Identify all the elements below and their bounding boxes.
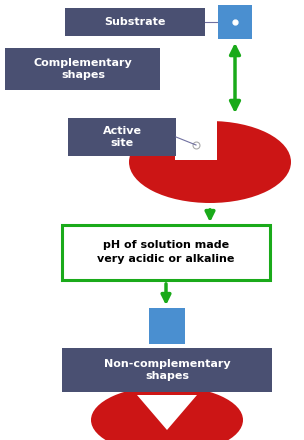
Text: pH of solution made
very acidic or alkaline: pH of solution made very acidic or alkal… <box>97 240 235 264</box>
FancyBboxPatch shape <box>5 48 160 90</box>
FancyBboxPatch shape <box>175 120 217 160</box>
Text: Complementary
shapes: Complementary shapes <box>34 58 132 81</box>
Ellipse shape <box>91 386 243 440</box>
FancyBboxPatch shape <box>62 348 272 392</box>
Text: Substrate: Substrate <box>104 17 166 27</box>
Text: Non-complementary
shapes: Non-complementary shapes <box>104 359 230 381</box>
FancyBboxPatch shape <box>218 5 252 39</box>
FancyBboxPatch shape <box>68 118 176 156</box>
Ellipse shape <box>129 121 291 203</box>
FancyBboxPatch shape <box>149 308 185 344</box>
Polygon shape <box>137 395 197 430</box>
Text: Active
site: Active site <box>102 125 141 148</box>
FancyBboxPatch shape <box>62 225 270 280</box>
FancyBboxPatch shape <box>65 8 205 36</box>
